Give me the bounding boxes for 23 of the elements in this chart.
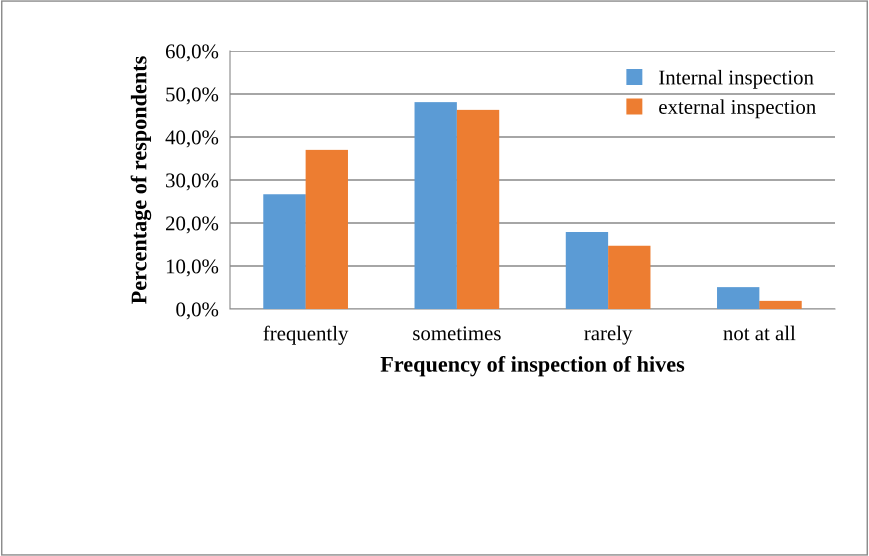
bar bbox=[717, 287, 760, 309]
x-tick-label: sometimes bbox=[413, 326, 501, 340]
bar bbox=[566, 232, 608, 309]
x-tick-label: frequently bbox=[263, 326, 348, 345]
y-axis-title: Percentage of respondents bbox=[130, 56, 152, 304]
y-tick-label: 50,0% bbox=[166, 87, 218, 104]
x-axis-title: Frequency of inspection of hives bbox=[380, 356, 684, 376]
y-tick-label: 10,0% bbox=[166, 259, 218, 276]
x-tick-label: not at all bbox=[723, 326, 796, 340]
y-tick-label: 60,0% bbox=[166, 44, 218, 62]
bar bbox=[414, 102, 457, 309]
legend-label: external inspection bbox=[659, 99, 816, 118]
bar bbox=[263, 194, 306, 309]
x-tick-label: rarely bbox=[584, 326, 632, 345]
y-tick-label: 0,0% bbox=[176, 302, 218, 320]
bar bbox=[456, 110, 500, 309]
y-tick-label: 30,0% bbox=[166, 173, 218, 190]
bar bbox=[608, 246, 650, 309]
y-tick-label: 20,0% bbox=[166, 216, 218, 234]
y-tick-label: 40,0% bbox=[165, 130, 218, 148]
bar bbox=[306, 150, 348, 309]
legend-label: Internal inspection bbox=[659, 70, 814, 89]
bar bbox=[759, 300, 802, 309]
